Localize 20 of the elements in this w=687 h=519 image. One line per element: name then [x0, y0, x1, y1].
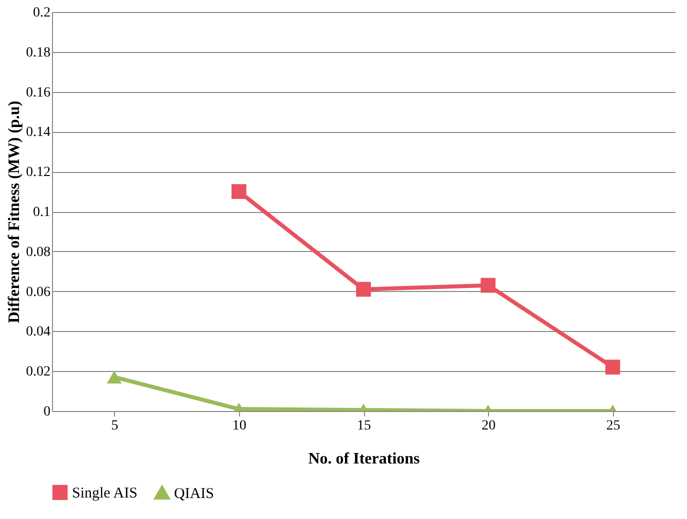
- y-tick-label: 0.2: [33, 6, 50, 20]
- x-tick-label: 15: [357, 418, 371, 434]
- legend-label: Single AIS: [72, 485, 138, 502]
- x-tick-label: 25: [606, 418, 620, 434]
- legend-label: QIAIS: [174, 486, 214, 502]
- x-tick-label: 20: [482, 418, 496, 434]
- x-tick-label: 10: [232, 418, 246, 434]
- y-tick-label: 0: [44, 404, 50, 420]
- y-tick-label: 0.1: [33, 205, 50, 220]
- y-tick-label: 0.14: [26, 125, 50, 140]
- x-tick-label: 5: [111, 418, 118, 434]
- y-tick-label: 0.08: [26, 244, 50, 260]
- y-tick-label: 0.04: [26, 324, 50, 340]
- y-tick-label: 0.16: [26, 85, 50, 100]
- x-axis-title: No. of Iterations: [308, 450, 420, 468]
- y-tick-label: 0.02: [26, 364, 50, 380]
- y-tick-label: 0.12: [26, 165, 50, 180]
- y-tick-label: 0.18: [26, 45, 50, 60]
- y-axis-title: Difference of Fitness (MW) (p.u): [6, 100, 23, 324]
- y-tick-label: 0.06: [26, 284, 50, 300]
